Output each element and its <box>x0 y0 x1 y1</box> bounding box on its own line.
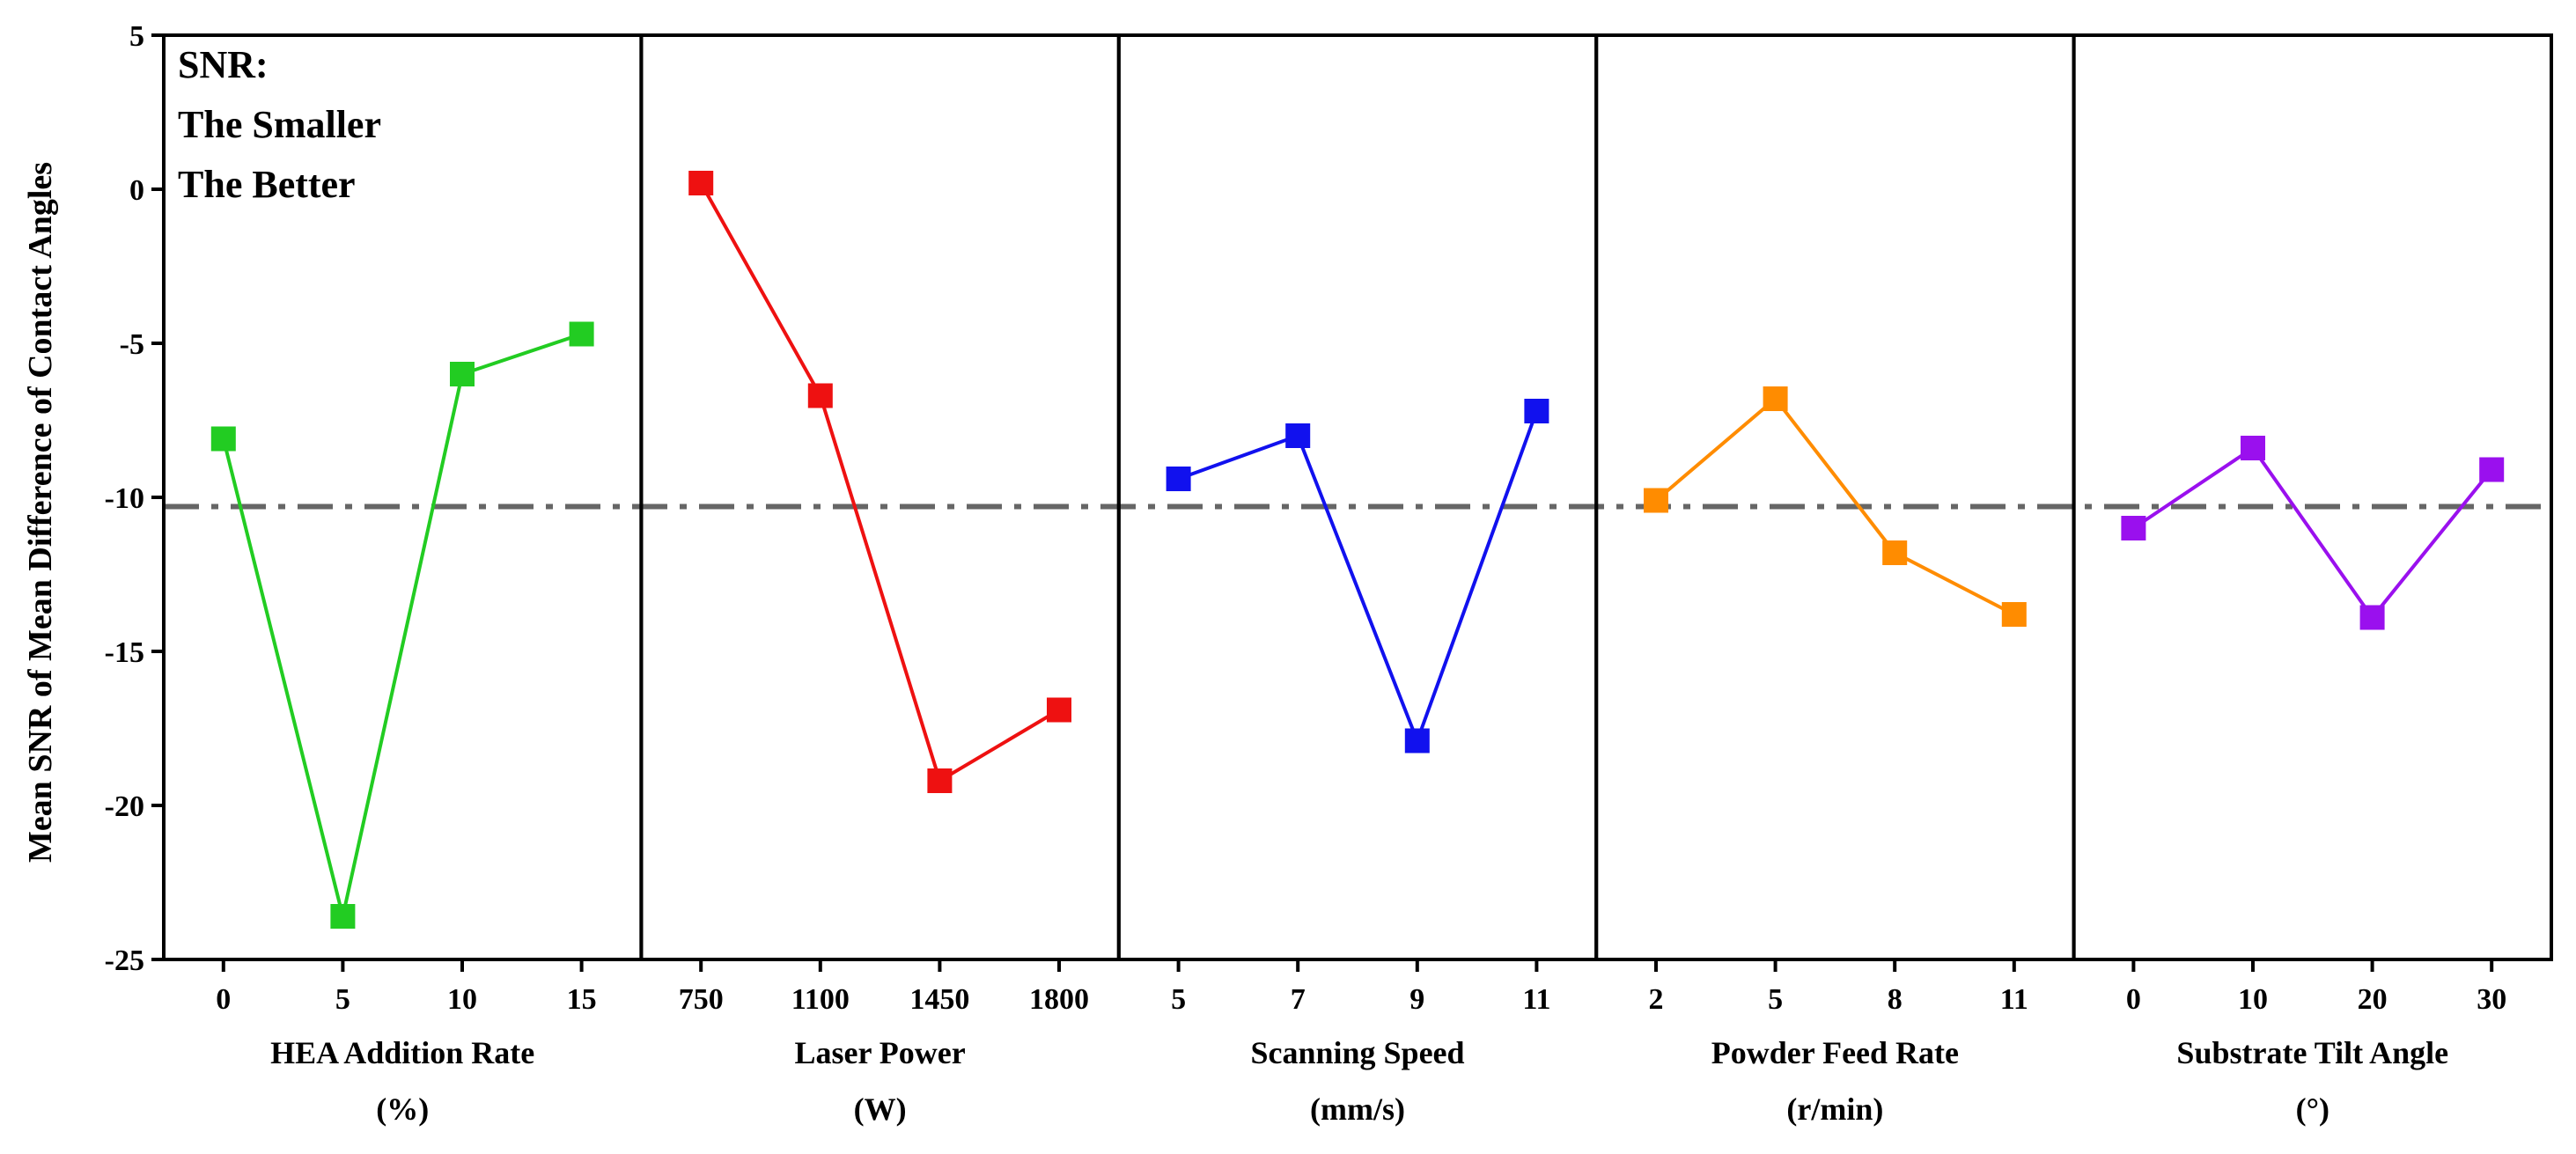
x-tick-label: 11 <box>1522 983 1550 1016</box>
panel-frame-scanning-speed <box>1116 33 1599 961</box>
data-point <box>688 171 714 195</box>
x-tick-label: 30 <box>2477 983 2506 1016</box>
data-point <box>2121 516 2146 540</box>
data-point <box>927 768 953 793</box>
data-point <box>1404 728 1430 753</box>
data-point <box>2359 605 2385 630</box>
series-line <box>1654 396 2015 616</box>
y-tick-label: -10 <box>105 482 144 515</box>
data-point <box>1882 540 1908 565</box>
data-point <box>1524 399 1549 423</box>
series-line <box>699 182 1061 784</box>
x-tick-label: 1800 <box>1029 983 1089 1016</box>
data-point <box>330 904 356 929</box>
x-tick-label: 15 <box>567 983 597 1016</box>
annotation-line-3: The Better <box>178 163 356 206</box>
x-tick-label: 5 <box>335 983 350 1016</box>
x-tick-label: 8 <box>1888 983 1903 1016</box>
x-tick-label: 11 <box>2000 983 2028 1016</box>
x-tick-label: 7 <box>1291 983 1306 1016</box>
x-tick-label: 1450 <box>909 983 969 1016</box>
x-axis-title-line-2: (W) <box>854 1092 907 1127</box>
data-point <box>2241 436 2265 460</box>
annotation-line-2: The Smaller <box>178 103 381 146</box>
data-point <box>1166 467 1191 491</box>
x-tick-label: 1100 <box>791 983 850 1016</box>
series-line <box>221 332 583 917</box>
data-point <box>2479 457 2505 482</box>
data-point <box>807 383 833 408</box>
x-axis-title-line-1: Scanning Speed <box>1250 1035 1464 1070</box>
x-axis-title-line-2: (%) <box>376 1092 429 1127</box>
x-axis-title-line-1: Substrate Tilt Angle <box>2176 1035 2448 1070</box>
y-tick-label: -15 <box>105 636 144 669</box>
x-axis-title-line-1: HEA Addition Rate <box>270 1035 534 1070</box>
y-axis-label: Mean SNR of Mean Difference of Contact A… <box>22 162 59 863</box>
x-tick-label: 0 <box>216 983 231 1016</box>
x-axis-title-line-1: Powder Feed Rate <box>1711 1035 1959 1070</box>
x-tick-label: 5 <box>1768 983 1783 1016</box>
x-tick-label: 10 <box>447 983 477 1016</box>
y-tick-label: 0 <box>129 174 144 207</box>
x-tick-label: 20 <box>2358 983 2388 1016</box>
x-axis-title-line-2: (mm/s) <box>1310 1092 1405 1127</box>
data-point <box>210 426 236 452</box>
series-line <box>2132 445 2493 621</box>
x-tick-label: 750 <box>679 983 724 1016</box>
y-tick-label: 5 <box>129 20 144 53</box>
data-point <box>569 321 594 347</box>
x-tick-label: 0 <box>2126 983 2141 1016</box>
panel-frame-substrate-tilt-angle <box>2072 33 2554 961</box>
data-point <box>2001 602 2027 627</box>
x-axis-title-line-2: (r/min) <box>1786 1092 1883 1127</box>
x-tick-label: 5 <box>1171 983 1186 1016</box>
x-axis-title-line-1: Laser Power <box>794 1035 965 1070</box>
y-tick-label: -5 <box>120 328 144 361</box>
series-line <box>1177 410 1539 746</box>
data-point <box>1644 488 1668 513</box>
x-tick-label: 9 <box>1409 983 1424 1016</box>
x-tick-label: 10 <box>2238 983 2268 1016</box>
data-point <box>1285 423 1311 448</box>
data-point <box>450 362 475 386</box>
annotation-line-1: SNR: <box>178 43 269 86</box>
data-point <box>1763 386 1788 411</box>
x-axis-title-line-2: (°) <box>2296 1092 2329 1127</box>
x-tick-label: 2 <box>1649 983 1664 1016</box>
y-tick-label: -20 <box>105 790 144 823</box>
y-tick-label: -25 <box>105 945 144 977</box>
data-point <box>1047 697 1071 723</box>
